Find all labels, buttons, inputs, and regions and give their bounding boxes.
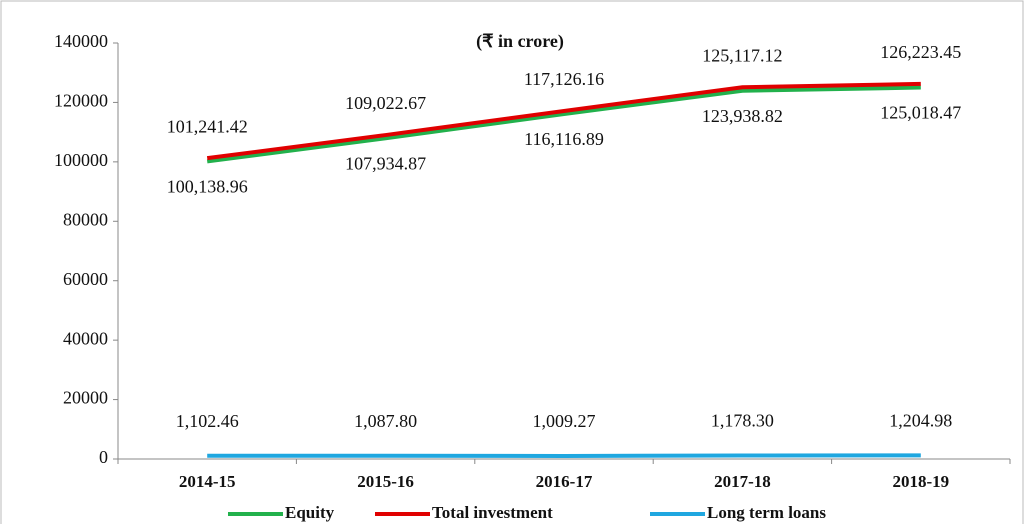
data-label: 1,009.27 <box>533 411 596 431</box>
data-label: 125,018.47 <box>880 103 961 123</box>
legend-label: Equity <box>285 503 335 522</box>
data-label: 1,204.98 <box>889 411 952 431</box>
data-label: 116,116.89 <box>524 129 604 149</box>
y-tick-label: 20000 <box>63 388 108 408</box>
data-label: 117,126.16 <box>524 69 604 89</box>
legend-label: Long term loans <box>707 503 826 522</box>
y-tick-label: 140000 <box>54 31 108 51</box>
data-label: 1,102.46 <box>176 411 239 431</box>
series-line <box>206 85 921 164</box>
data-label: 1,087.80 <box>354 411 417 431</box>
x-tick-label: 2016-17 <box>536 472 593 491</box>
data-label: 126,223.45 <box>880 42 961 62</box>
data-label: 1,178.30 <box>711 411 774 431</box>
data-label: 123,938.82 <box>702 106 783 126</box>
y-tick-label: 40000 <box>63 328 108 348</box>
data-label: 100,138.96 <box>167 177 248 197</box>
y-tick-label: 80000 <box>63 209 108 229</box>
data-label: 125,117.12 <box>702 45 782 65</box>
legend-label: Total investment <box>432 503 553 522</box>
series-line <box>207 453 921 459</box>
data-label: 107,934.87 <box>345 153 426 173</box>
chart-title: (₹ in crore) <box>476 31 564 52</box>
x-tick-label: 2014-15 <box>179 472 236 491</box>
x-tick-label: 2018-19 <box>892 472 949 491</box>
data-label: 109,022.67 <box>345 93 426 113</box>
y-tick-label: 100000 <box>54 150 108 170</box>
x-tick-label: 2015-16 <box>357 472 414 491</box>
y-tick-label: 0 <box>99 447 108 467</box>
series-line <box>206 81 921 161</box>
x-tick-label: 2017-18 <box>714 472 771 491</box>
data-label: 101,241.42 <box>167 116 248 136</box>
y-tick-label: 120000 <box>54 91 108 111</box>
y-tick-label: 60000 <box>63 269 108 289</box>
